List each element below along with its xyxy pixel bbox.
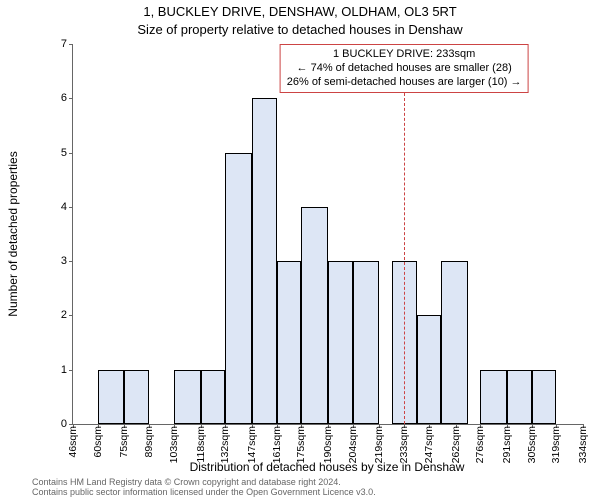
x-tick-label: 204sqm [347,424,359,463]
y-tick: 7 [61,38,67,50]
reference-marker [404,93,406,424]
y-tick: 6 [61,92,67,104]
y-tick: 4 [61,201,67,213]
histogram-bar [124,370,149,424]
x-tick-label: 334sqm [577,424,589,463]
histogram-bar [532,370,557,424]
x-tick-label: 219sqm [373,424,385,463]
annotation-box: 1 BUCKLEY DRIVE: 233sqm← 74% of detached… [280,44,529,93]
title-line-2: Size of property relative to detached ho… [0,22,600,37]
x-tick-label: 175sqm [295,424,307,463]
histogram-bar [507,370,532,424]
histogram-bar [417,315,442,424]
y-tick: 5 [61,147,67,159]
x-tick-label: 262sqm [450,424,462,463]
x-tick-label: 233sqm [398,424,410,463]
chart-container: 1, BUCKLEY DRIVE, DENSHAW, OLDHAM, OL3 5… [0,0,600,500]
x-axis-label: Distribution of detached houses by size … [72,460,582,474]
x-tick-label: 75sqm [118,424,130,458]
histogram-bar [480,370,507,424]
y-tick: 2 [61,309,67,321]
histogram-bar [328,261,353,424]
y-tick: 1 [61,364,67,376]
x-tick-label: 161sqm [271,424,283,463]
y-axis-label: Number of detached properties [6,44,20,424]
x-tick-label: 132sqm [219,424,231,463]
footer: Contains HM Land Registry data © Crown c… [32,478,592,498]
annotation-line-1: 1 BUCKLEY DRIVE: 233sqm [287,48,522,62]
x-tick-label: 291sqm [501,424,513,463]
histogram-bar [98,370,125,424]
annotation-line-3: 26% of semi-detached houses are larger (… [287,76,522,90]
histogram-bar [441,261,468,424]
x-tick-label: 118sqm [195,424,207,463]
x-tick-label: 147sqm [246,424,258,463]
footer-line-2: Contains public sector information licen… [32,488,592,498]
histogram-bar [252,98,277,424]
x-tick-label: 276sqm [474,424,486,463]
x-tick-label: 319sqm [550,424,562,463]
x-tick-label: 247sqm [423,424,435,463]
histogram-bar [301,207,328,424]
x-tick-label: 46sqm [67,424,79,458]
plot-area: 0123456746sqm60sqm75sqm89sqm103sqm118sqm… [72,44,583,425]
x-tick-label: 60sqm [92,424,104,458]
x-tick-label: 89sqm [143,424,155,458]
x-tick-label: 103sqm [168,424,180,463]
x-tick-label: 305sqm [526,424,538,463]
histogram-bar [225,153,252,424]
annotation-line-2: ← 74% of detached houses are smaller (28… [287,62,522,76]
y-tick: 3 [61,255,67,267]
histogram-bar [353,261,380,424]
title-line-1: 1, BUCKLEY DRIVE, DENSHAW, OLDHAM, OL3 5… [0,4,600,19]
histogram-bar [277,261,302,424]
x-tick-label: 190sqm [322,424,334,463]
histogram-bar [201,370,226,424]
histogram-bar [174,370,201,424]
